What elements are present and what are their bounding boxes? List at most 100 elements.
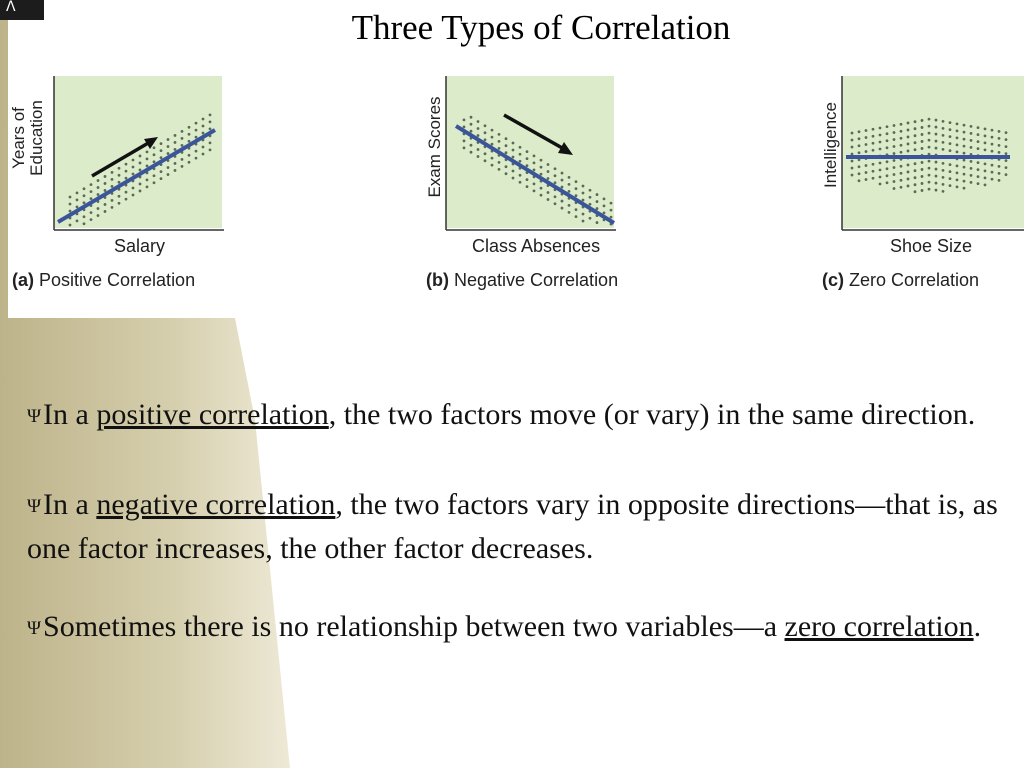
scatter-dot bbox=[525, 185, 529, 188]
scatter-dot bbox=[976, 133, 980, 137]
scatter-dot bbox=[208, 127, 212, 131]
scatter-dot bbox=[906, 142, 910, 146]
scatter-dot bbox=[941, 140, 945, 144]
scatter-dot bbox=[906, 170, 910, 174]
scatter-dot bbox=[187, 153, 191, 157]
y-axis-label: Exam Scores bbox=[425, 96, 444, 198]
scatter-dot bbox=[82, 194, 86, 198]
scatter-dot bbox=[490, 135, 494, 139]
scatter-dot bbox=[518, 145, 522, 149]
scatter-dot bbox=[532, 161, 536, 165]
scatter-dot bbox=[180, 136, 184, 140]
scatter-dot bbox=[955, 185, 959, 189]
scatter-dot bbox=[75, 219, 79, 223]
trend-line bbox=[56, 128, 217, 224]
scatter-dot bbox=[525, 164, 529, 167]
scatter-dot bbox=[927, 124, 931, 128]
scatter-dot bbox=[934, 174, 938, 178]
scatter-dot bbox=[1004, 166, 1008, 170]
figure-negative-correlation: Exam Scores Class Absences (b) Negative … bbox=[424, 60, 754, 305]
scatter-dot bbox=[976, 168, 980, 172]
scatter-dot bbox=[920, 161, 924, 164]
scatter-dot bbox=[588, 188, 592, 192]
term-negative-correlation[interactable]: negative correlation bbox=[96, 488, 336, 521]
scatter-dot bbox=[131, 186, 135, 190]
scatter-dot bbox=[962, 158, 966, 162]
scatter-dot bbox=[934, 125, 938, 129]
scatter-dot bbox=[208, 120, 212, 124]
scatter-dot bbox=[962, 151, 966, 155]
term-zero-correlation[interactable]: zero correlation bbox=[784, 610, 974, 643]
scatter-dot bbox=[110, 184, 114, 188]
scatter-dot bbox=[110, 198, 114, 202]
scatter-dot bbox=[850, 152, 854, 156]
bullet-positive: ΨIn a positive correlation, the two fact… bbox=[27, 398, 976, 431]
scatter-dot bbox=[103, 189, 107, 192]
scatter-dot bbox=[588, 202, 592, 206]
scatter-dot bbox=[546, 163, 550, 166]
scatter-dot bbox=[997, 130, 1001, 133]
scatter-dot bbox=[511, 176, 515, 180]
scatter-dot bbox=[892, 152, 896, 155]
scatter-dot bbox=[948, 135, 952, 138]
scatter-dot bbox=[532, 154, 536, 158]
scatter-dot bbox=[899, 150, 903, 154]
scatter-dot bbox=[934, 132, 938, 136]
scatter-dot bbox=[885, 139, 889, 143]
scatter-dot bbox=[864, 164, 868, 167]
scatter-dot bbox=[504, 144, 508, 148]
scatter-dot bbox=[166, 166, 170, 169]
scatter-dot bbox=[864, 178, 868, 181]
scatter-dot bbox=[927, 159, 931, 163]
plot-background bbox=[446, 76, 614, 228]
scatter-dot bbox=[574, 187, 578, 191]
x-axis-label: Class Absences bbox=[472, 236, 601, 256]
scatter-dot bbox=[906, 135, 910, 139]
scatter-dot bbox=[983, 134, 987, 138]
figure-zero-correlation: Intelligence Shoe Size (c) Zero Correlat… bbox=[820, 60, 1024, 305]
scatter-dot bbox=[983, 127, 987, 131]
scatter-dot bbox=[194, 135, 198, 139]
scatter-dot bbox=[518, 180, 522, 184]
scatter-dot bbox=[871, 162, 875, 166]
scatter-dot bbox=[180, 164, 184, 168]
scatter-dot bbox=[934, 167, 938, 171]
scatter-dot bbox=[927, 180, 931, 184]
scatter-dot bbox=[567, 203, 571, 207]
scatter-dot bbox=[941, 161, 945, 165]
scatter-dot bbox=[497, 146, 501, 150]
scatter-dot bbox=[1004, 138, 1008, 142]
scatter-dot bbox=[871, 127, 875, 131]
scatter-dot bbox=[180, 129, 184, 133]
scatter-dot bbox=[539, 186, 543, 190]
scatter-dot bbox=[927, 145, 931, 149]
scatter-dot bbox=[476, 127, 480, 130]
scatter-dot bbox=[990, 149, 994, 153]
scatter-dot bbox=[920, 119, 924, 122]
scatter-dot bbox=[201, 117, 205, 121]
scatter-dot bbox=[962, 172, 966, 176]
scatter-dot bbox=[997, 137, 1001, 140]
scatter-dot bbox=[920, 126, 924, 129]
scatter-dot bbox=[187, 160, 191, 164]
scatter-dot bbox=[885, 181, 889, 185]
scatter-dot bbox=[885, 132, 889, 136]
scatter-dot bbox=[595, 200, 599, 203]
scatter-dot bbox=[546, 191, 550, 194]
scatter-dot bbox=[180, 157, 184, 161]
scatter-dot bbox=[68, 209, 72, 213]
scatter-dot bbox=[581, 198, 585, 202]
scatter-dot bbox=[927, 138, 931, 142]
scatter-dot bbox=[138, 154, 142, 158]
scatter-dot bbox=[194, 156, 198, 160]
scatter-dot bbox=[560, 178, 564, 182]
bullet-list: ΨIn a positive correlation, the two fact… bbox=[27, 395, 1012, 697]
scatter-dot bbox=[117, 180, 121, 184]
scatter-dot bbox=[173, 169, 177, 172]
scatter-dot bbox=[892, 180, 896, 183]
scatter-dot bbox=[878, 182, 882, 186]
scatter-dot bbox=[103, 210, 107, 213]
term-positive-correlation[interactable]: positive correlation bbox=[96, 398, 329, 431]
scatter-dot bbox=[878, 133, 882, 137]
scatter-dot bbox=[187, 125, 191, 129]
